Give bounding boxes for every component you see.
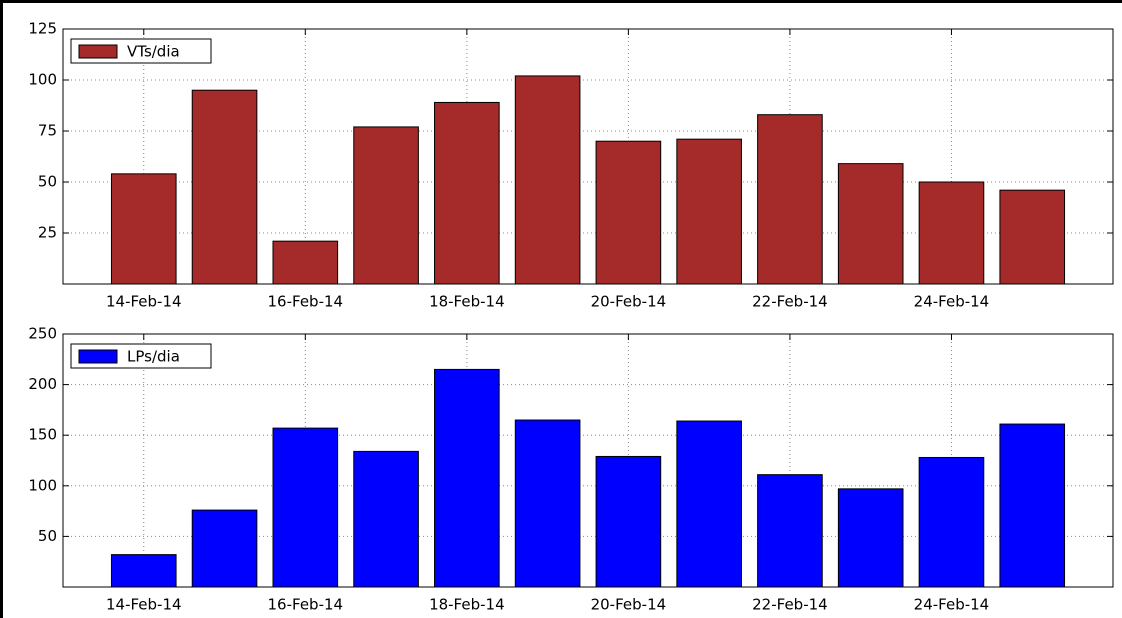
plot-frame: [62, 28, 1114, 285]
x-tick-label: 18-Feb-14: [429, 596, 505, 614]
x-tick-label: 20-Feb-14: [591, 293, 667, 311]
bar: [191, 509, 258, 588]
x-tick-label: 22-Feb-14: [752, 596, 828, 614]
bar: [191, 89, 258, 285]
bar: [110, 173, 177, 285]
x-tick-label: 18-Feb-14: [429, 293, 505, 311]
legend-label: VTs/dia: [127, 43, 180, 61]
y-tick-label: 75: [38, 122, 57, 140]
x-tick-label: 16-Feb-14: [268, 596, 344, 614]
x-tick-label: 14-Feb-14: [106, 293, 182, 311]
plot-frame: [62, 333, 1114, 588]
bar: [353, 126, 419, 285]
y-tick-label: 200: [28, 375, 57, 393]
legend-label: LPs/dia: [127, 348, 180, 366]
bar: [999, 189, 1066, 285]
bar: [514, 75, 581, 285]
x-tick-label: 20-Feb-14: [591, 596, 667, 614]
x-tick-label: 24-Feb-14: [914, 293, 990, 311]
bar: [272, 240, 339, 285]
x-tick-label: 16-Feb-14: [268, 293, 344, 311]
x-tick-label: 24-Feb-14: [914, 596, 990, 614]
bar: [918, 456, 985, 588]
bar: [595, 140, 662, 285]
bar: [353, 450, 419, 588]
legend-swatch: [78, 349, 118, 364]
bar: [837, 163, 904, 285]
x-tick-label: 22-Feb-14: [752, 293, 828, 311]
bar: [999, 423, 1066, 588]
y-tick-label: 150: [28, 426, 57, 444]
bar: [918, 181, 985, 285]
bar: [757, 474, 823, 588]
y-tick-label: 250: [28, 325, 57, 343]
x-tick-label: 14-Feb-14: [106, 596, 182, 614]
bar: [272, 427, 339, 588]
bar: [676, 420, 742, 588]
legend-swatch: [78, 44, 118, 59]
bar: [757, 114, 823, 285]
y-tick-label: 100: [28, 71, 57, 89]
y-tick-label: 25: [38, 224, 57, 242]
bar: [676, 138, 742, 285]
y-tick-label: 50: [38, 527, 57, 545]
bar: [595, 455, 662, 588]
bar: [837, 488, 904, 588]
bar: [514, 419, 581, 588]
bar: [434, 101, 500, 285]
bar: [434, 368, 500, 588]
y-tick-label: 125: [28, 20, 57, 38]
y-tick-label: 50: [38, 173, 57, 191]
bar: [110, 554, 177, 588]
y-tick-label: 100: [28, 476, 57, 494]
